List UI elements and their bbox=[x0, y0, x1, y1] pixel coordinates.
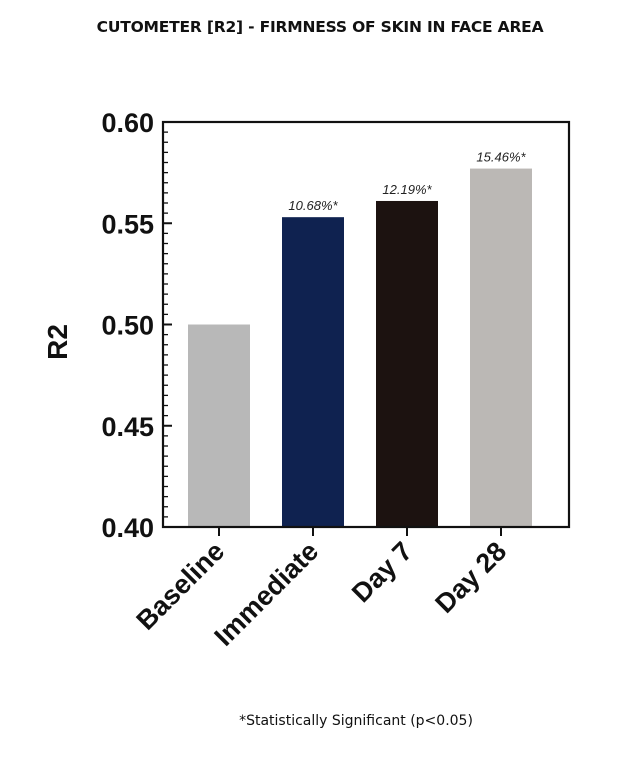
y-axis-title: R2 bbox=[42, 324, 73, 360]
significance-footnote: *Statistically Significant (p<0.05) bbox=[239, 713, 473, 729]
y-tick-label: 0.45 bbox=[101, 412, 154, 442]
x-tick-label: Day 7 bbox=[346, 536, 418, 608]
bar-immediate bbox=[282, 217, 344, 528]
x-tick-label: Day 28 bbox=[429, 536, 512, 619]
y-tick-label: 0.55 bbox=[101, 209, 154, 239]
bar-annotation: 15.46%* bbox=[476, 150, 526, 165]
y-tick-label: 0.60 bbox=[101, 108, 154, 138]
y-tick-label: 0.40 bbox=[101, 513, 154, 543]
bar-annotation: 10.68%* bbox=[288, 198, 338, 213]
bars bbox=[188, 168, 532, 528]
x-tick-label: Baseline bbox=[130, 536, 230, 636]
bar-annotation: 12.19%* bbox=[382, 182, 432, 197]
chart-title: CUTOMETER [R2] - FIRMNESS OF SKIN IN FAC… bbox=[96, 18, 544, 36]
y-axis-label: R2 bbox=[42, 324, 73, 360]
y-tick-label: 0.50 bbox=[101, 311, 154, 341]
y-axis: 0.60 0.55 0.50 0.45 0.40 bbox=[101, 108, 172, 543]
plot-frame bbox=[161, 120, 571, 529]
bar-annotations: 10.68%* 12.19%* 15.46%* bbox=[288, 150, 526, 214]
bar-day-28 bbox=[470, 168, 532, 527]
bar-baseline bbox=[188, 324, 250, 527]
bar-day-7 bbox=[376, 200, 438, 527]
